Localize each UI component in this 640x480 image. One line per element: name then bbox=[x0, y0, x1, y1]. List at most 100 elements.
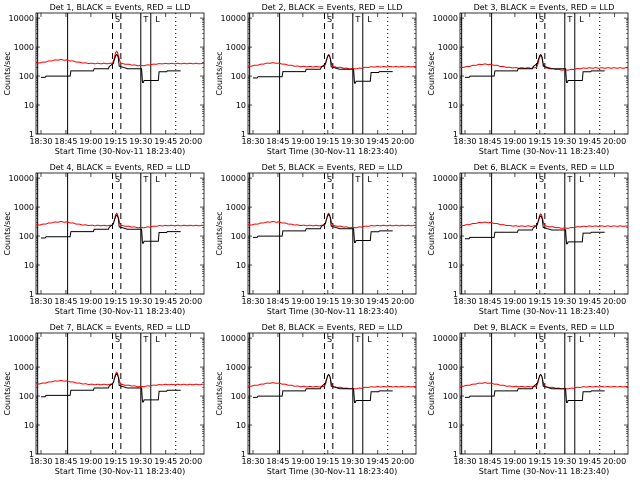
marker-s: S bbox=[539, 15, 544, 24]
marker-s: S bbox=[115, 335, 120, 344]
marker-l: L bbox=[155, 175, 160, 184]
x-tick-label: 19:30 bbox=[553, 297, 576, 306]
lld-series-line bbox=[460, 373, 629, 390]
y-tick-label: 10000 bbox=[221, 334, 246, 343]
y-tick-label: 10 bbox=[448, 421, 458, 430]
panel-title: Det 3, BLACK = Events, RED = LLD bbox=[474, 3, 615, 12]
lld-series-line bbox=[35, 212, 205, 229]
lld-series-line bbox=[36, 371, 205, 388]
y-tick-label: 100 bbox=[19, 392, 34, 401]
y-tick-label: 10000 bbox=[433, 334, 458, 343]
y-tick-label: 100 bbox=[231, 392, 246, 401]
y-tick-label: 10000 bbox=[9, 174, 34, 183]
y-tick-label: 100 bbox=[19, 232, 34, 241]
panel-det-8: Det 8, BLACK = Events, RED = LLD 1 10 100 10… bbox=[215, 323, 417, 476]
marker-l: L bbox=[367, 175, 372, 184]
x-tick-label: 18:45 bbox=[266, 297, 289, 306]
x-tick-label: 19:45 bbox=[578, 297, 601, 306]
plot-frame bbox=[247, 332, 417, 455]
events-series-line bbox=[465, 215, 605, 245]
lld-series-line bbox=[35, 50, 205, 67]
x-tick-label: 19:45 bbox=[154, 297, 177, 306]
x-tick-label: 19:30 bbox=[341, 137, 364, 146]
y-axis-label: Counts/sec bbox=[215, 371, 224, 415]
x-tick-label: 18:30 bbox=[241, 297, 264, 306]
y-tick-label: 10000 bbox=[221, 14, 246, 23]
x-tick-label: 19:30 bbox=[129, 137, 152, 146]
x-axis-label: Start Time (30-Nov-11 18:23:40) bbox=[55, 147, 185, 156]
marker-t: T bbox=[354, 15, 360, 24]
events-series-line bbox=[253, 54, 393, 84]
marker-s: S bbox=[115, 15, 120, 24]
marker-l: L bbox=[579, 335, 584, 344]
y-tick-label: 1000 bbox=[14, 203, 34, 212]
y-tick-label: 10000 bbox=[433, 174, 458, 183]
x-tick-label: 19:15 bbox=[316, 137, 339, 146]
x-tick-label: 19:15 bbox=[104, 297, 127, 306]
y-tick-label: 100 bbox=[443, 232, 458, 241]
x-tick-label: 19:45 bbox=[578, 137, 601, 146]
x-tick-label: 18:30 bbox=[453, 297, 476, 306]
marker-t: T bbox=[354, 335, 360, 344]
y-tick-label: 1000 bbox=[14, 363, 34, 372]
panel-det-1: Det 1, BLACK = Events, RED = LLD 1 10 100 10… bbox=[3, 3, 205, 156]
x-tick-label: 18:45 bbox=[54, 457, 77, 466]
x-tick-label: 19:15 bbox=[316, 297, 339, 306]
x-axis-label: Start Time (30-Nov-11 18:23:40) bbox=[479, 467, 609, 476]
y-tick-label: 10 bbox=[448, 261, 458, 270]
x-axis-label: Start Time (30-Nov-11 18:23:40) bbox=[479, 147, 609, 156]
x-tick-label: 19:15 bbox=[104, 457, 127, 466]
y-tick-label: 10000 bbox=[9, 14, 34, 23]
x-tick-label: 18:45 bbox=[478, 137, 501, 146]
x-tick-label: 18:30 bbox=[241, 137, 264, 146]
y-tick-label: 1000 bbox=[438, 363, 458, 372]
panel-title: Det 4, BLACK = Events, RED = LLD bbox=[50, 163, 191, 172]
y-axis-label: Counts/sec bbox=[3, 51, 12, 95]
y-tick-label: 1 bbox=[241, 290, 246, 299]
plot-frame bbox=[35, 12, 205, 135]
x-tick-label: 20:00 bbox=[603, 137, 626, 146]
y-tick-label: 1000 bbox=[14, 43, 34, 52]
plot-frame bbox=[35, 172, 205, 295]
x-tick-label: 19:15 bbox=[528, 137, 551, 146]
lld-series-line bbox=[460, 213, 629, 229]
events-series-line bbox=[41, 53, 181, 83]
x-tick-label: 19:45 bbox=[578, 457, 601, 466]
events-series-line bbox=[41, 373, 181, 403]
marker-t: T bbox=[142, 175, 148, 184]
marker-t: T bbox=[566, 15, 572, 24]
x-tick-label: 19:00 bbox=[503, 297, 526, 306]
x-tick-label: 19:45 bbox=[366, 297, 389, 306]
y-tick-label: 1 bbox=[453, 450, 458, 459]
x-axis-label: Start Time (30-Nov-11 18:23:40) bbox=[55, 467, 185, 476]
marker-s: S bbox=[115, 175, 120, 184]
x-tick-label: 19:00 bbox=[503, 137, 526, 146]
y-tick-label: 10 bbox=[24, 261, 34, 270]
x-tick-label: 19:00 bbox=[503, 457, 526, 466]
marker-s: S bbox=[539, 335, 544, 344]
plot-frame bbox=[247, 172, 417, 295]
y-axis-label: Counts/sec bbox=[427, 371, 436, 415]
plot-frame bbox=[459, 332, 629, 455]
events-series-line bbox=[465, 373, 605, 403]
y-tick-label: 1000 bbox=[438, 203, 458, 212]
x-tick-label: 18:30 bbox=[29, 297, 52, 306]
panel-det-7: Det 7, BLACK = Events, RED = LLD 1 10 100 10… bbox=[3, 323, 205, 476]
marker-s: S bbox=[327, 335, 332, 344]
panel-title: Det 1, BLACK = Events, RED = LLD bbox=[50, 3, 191, 12]
panel-det-4: Det 4, BLACK = Events, RED = LLD 1 10 100 10… bbox=[3, 163, 205, 316]
y-tick-label: 1 bbox=[241, 450, 246, 459]
lld-series-line bbox=[248, 373, 417, 390]
plot-frame bbox=[247, 12, 417, 135]
x-tick-label: 20:00 bbox=[391, 137, 414, 146]
y-tick-label: 1 bbox=[453, 290, 458, 299]
y-tick-label: 10000 bbox=[433, 14, 458, 23]
x-tick-label: 19:15 bbox=[528, 297, 551, 306]
x-tick-label: 19:00 bbox=[79, 137, 102, 146]
y-axis-label: Counts/sec bbox=[3, 371, 12, 415]
y-tick-label: 10 bbox=[24, 101, 34, 110]
x-tick-label: 19:30 bbox=[341, 297, 364, 306]
x-tick-label: 18:45 bbox=[54, 137, 77, 146]
y-tick-label: 10000 bbox=[9, 334, 34, 343]
x-tick-label: 19:30 bbox=[553, 457, 576, 466]
